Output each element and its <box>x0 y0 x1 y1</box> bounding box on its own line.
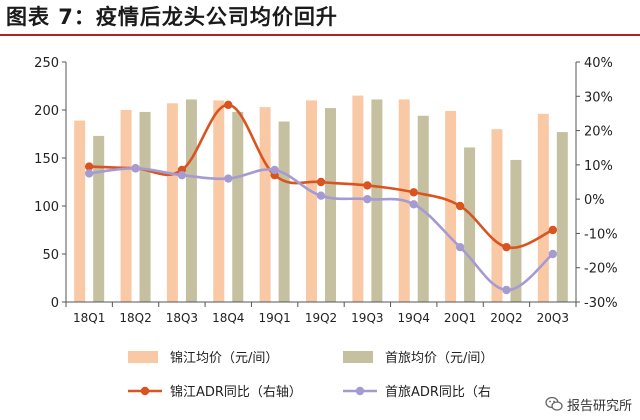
point-jinjiang-19Q3 <box>363 181 372 190</box>
x-tick-label: 19Q2 <box>305 311 337 325</box>
axes-layer: 0 50 100 150 200 250 -30% -20% -10% 0% 10% 20% 30% 40… <box>34 56 617 325</box>
bar-jinjiang-20Q2 <box>491 129 503 302</box>
y-right-tick-label: 30% <box>584 90 613 105</box>
point-shouly-18Q4 <box>224 174 233 183</box>
y-right-tick-label: 10% <box>584 159 613 174</box>
x-tick-label: 18Q3 <box>166 311 198 325</box>
x-tick-label: 18Q1 <box>73 311 105 325</box>
x-tick-label: 19Q3 <box>351 311 383 325</box>
bar-shouly-19Q3 <box>371 99 383 302</box>
point-shouly-18Q2 <box>131 164 140 173</box>
wechat-icon <box>545 396 563 411</box>
y-right-tick-label: -10% <box>584 227 618 242</box>
x-tick-label: 19Q4 <box>398 311 430 325</box>
point-shouly-19Q2 <box>316 191 326 200</box>
bar-shouly-19Q2 <box>325 108 336 302</box>
y-left-tick-label: 200 <box>34 104 59 119</box>
legend-item-2-swatch <box>343 351 373 363</box>
point-shouly-19Q4 <box>409 200 418 209</box>
title-divider <box>0 34 640 36</box>
x-tick-label: 19Q1 <box>258 311 290 325</box>
legend-item-1-label: 锦江均价（元/间） <box>170 351 278 366</box>
bar-shouly-20Q2 <box>510 159 522 302</box>
legend-item-4-label: 首旅ADR同比（右 <box>385 385 491 400</box>
point-shouly-18Q3 <box>177 170 187 180</box>
x-tick-label: 20Q3 <box>537 311 569 325</box>
bar-shouly-20Q1 <box>464 147 476 302</box>
watermark: 报告研究所 <box>545 394 632 414</box>
point-jinjiang-18Q4 <box>224 100 233 110</box>
bar-jinjiang-18Q3 <box>166 103 178 302</box>
bar-shouly-18Q3 <box>185 99 197 302</box>
bar-jinjiang-18Q2 <box>120 110 132 302</box>
bar-jinjiang-18Q4 <box>213 100 225 303</box>
bar-jinjiang-19Q2 <box>306 100 317 303</box>
bar-shouly-20Q3 <box>556 132 568 302</box>
point-jinjiang-20Q3 <box>548 225 558 235</box>
y-right-tick-label: 40% <box>584 56 613 71</box>
legend-item-1-swatch <box>128 351 158 363</box>
y-right-tick-label: -30% <box>584 296 618 311</box>
point-shouly-20Q1 <box>455 242 465 252</box>
bar-jinjiang-20Q1 <box>445 110 457 303</box>
legend-item-4-marker <box>355 386 365 396</box>
x-tick-label: 20Q1 <box>444 311 476 325</box>
bar-jinjiang-20Q3 <box>537 113 549 302</box>
point-jinjiang-19Q4 <box>409 188 418 197</box>
figure-title: 图表 7：疫情后龙头公司均价回升 <box>6 5 338 29</box>
point-shouly-19Q3 <box>363 194 372 204</box>
bar-shouly-18Q2 <box>139 111 151 302</box>
y-left-tick-label: 150 <box>34 152 59 167</box>
y-left-tick-label: 50 <box>42 248 59 263</box>
x-tick-label: 18Q2 <box>119 311 151 325</box>
y-right-tick-label: 20% <box>584 125 613 140</box>
point-jinjiang-20Q2 <box>502 242 511 252</box>
legend-item-3-label: 锦江ADR同比（右轴） <box>170 385 302 400</box>
watermark-text: 报告研究所 <box>566 398 632 414</box>
bar-shouly-18Q4 <box>232 111 244 302</box>
point-shouly-19Q1 <box>270 165 279 175</box>
point-jinjiang-20Q1 <box>455 201 465 211</box>
y-right-tick-label: 0% <box>584 193 605 208</box>
point-shouly-20Q3 <box>548 249 558 259</box>
legend: 锦江均价（元/间） 首旅均价（元/间） 锦江ADR同比（右轴） 首旅ADR同比（右 <box>128 351 493 400</box>
point-shouly-20Q2 <box>502 285 511 295</box>
point-shouly-18Q1 <box>84 169 94 178</box>
legend-item-3-marker <box>140 386 150 396</box>
bar-jinjiang-18Q1 <box>74 120 86 302</box>
x-tick-label: 20Q2 <box>490 311 522 325</box>
y-left-tick-label: 250 <box>34 56 59 71</box>
bar-jinjiang-19Q1 <box>259 107 271 303</box>
x-tick-label: 18Q4 <box>212 311 244 325</box>
point-jinjiang-18Q1 <box>84 162 94 171</box>
line-jinjiang-adr-yoy <box>89 103 554 250</box>
y-left-tick-label: 100 <box>34 200 59 215</box>
point-jinjiang-19Q2 <box>316 177 326 187</box>
y-left-tick-label: 0 <box>51 296 59 311</box>
y-right-tick-label: -20% <box>584 262 618 277</box>
lines-layer <box>84 100 558 295</box>
bar-shouly-18Q1 <box>93 135 105 302</box>
legend-item-2-label: 首旅均价（元/间） <box>385 351 493 366</box>
bar-shouly-19Q1 <box>278 121 290 303</box>
